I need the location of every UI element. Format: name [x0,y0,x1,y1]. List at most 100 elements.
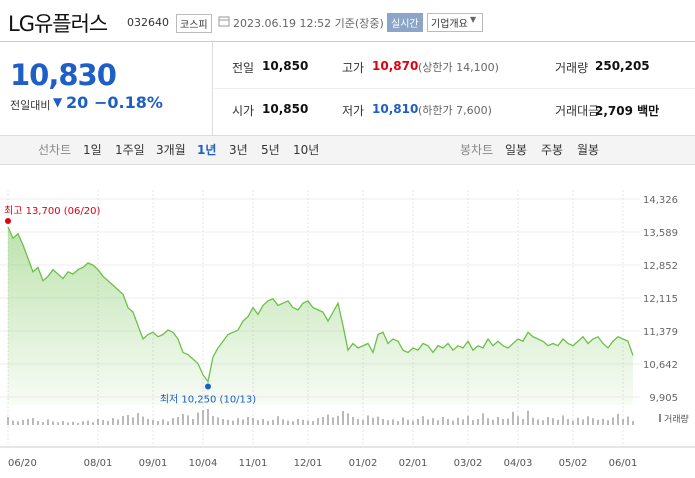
volume-bar [222,419,224,425]
volume-bar [217,417,219,425]
volume-bar [632,421,634,425]
volume-bar [127,415,129,425]
divider [0,41,695,42]
volume-bar [282,419,284,425]
high-label: 최고 13,700 (06/20) [4,205,100,217]
volume-bar [242,419,244,425]
y-tick-label: 12,852 [643,261,678,272]
volume-bar [32,418,34,425]
volume-bar [587,416,589,425]
volume-bar [272,419,274,425]
volume-bar [462,419,464,425]
timestamp: 2023.06.19 12:52 기준(장중) [233,17,384,30]
x-tick-label: 02/01 [399,458,428,469]
period-tab[interactable]: 3개월 [156,143,186,157]
candle-tab[interactable]: 일봉 [505,143,528,157]
volume-bar [232,420,234,425]
volume-bar [512,411,514,425]
volume-bar [287,420,289,425]
volume-bar [337,415,339,425]
volume-bar [447,419,449,425]
volume-bar [472,420,474,425]
volume-bar [212,416,214,425]
volume-bar [582,419,584,425]
volume-bar [552,418,554,425]
volume-bar [237,418,239,425]
volume-bar [67,422,69,425]
x-tick-label: 09/01 [139,458,168,469]
candle-tab[interactable]: 주봉 [541,143,564,157]
volume-bar [317,418,319,425]
volume-bar [52,421,54,425]
quote-value: 10,850 [262,102,309,116]
low-marker [205,383,211,390]
price-area [8,227,633,405]
x-tick-label: 12/01 [294,458,323,469]
volume-bar [527,410,529,425]
tab-label: 선차트 [38,143,72,157]
volume-bar [442,417,444,425]
volume-bar [252,417,254,425]
price-line [7,226,634,384]
change-rate: −0.18% [94,93,163,112]
overview-button[interactable]: 기업개요 [427,13,483,32]
volume-bar [37,421,39,425]
volume-bar [82,421,84,425]
volume-bar [202,410,204,425]
volume-bar [142,416,144,425]
period-tab[interactable]: 3년 [229,143,248,157]
volume-bar [392,419,394,425]
volume-bar [342,411,344,425]
change-label: 전일대비 [10,99,51,112]
volume-bar [507,418,509,425]
volume-bar [422,416,424,425]
volume-bar [417,419,419,425]
quote-label: 저가 [342,104,365,118]
period-tab[interactable]: 10년 [293,143,320,157]
quote-value: 2,709 백만 [595,104,660,118]
volume-bar [382,419,384,425]
quote-value: 10,810 [372,102,419,116]
down-arrow: ▼ [53,95,63,109]
candle-tab[interactable]: 월봉 [577,143,600,157]
volume-bar [172,418,174,425]
volume-bar [302,419,304,425]
volume-bar [397,421,399,425]
volume-bar [372,417,374,425]
volume-bar [137,413,139,425]
volume-bar [432,418,434,425]
volume-bar [152,420,154,425]
x-tick-label: 11/01 [239,458,268,469]
volume-bar [267,421,269,425]
period-tab[interactable]: 1년 [197,143,217,157]
volume-bar [247,417,249,425]
volume-legend-icon [659,414,661,422]
volume-bar [57,422,59,425]
market-badge: 코스피 [176,14,212,33]
volume-bar [352,417,354,425]
x-tick-label: 04/03 [504,458,533,469]
quote-note: (하한가 7,600) [418,104,492,117]
x-tick-label: 03/02 [454,458,483,469]
period-tab[interactable]: 1주일 [115,143,145,157]
volume-bar [367,415,369,425]
realtime-badge[interactable]: 실시간 [387,13,423,32]
volume-bar [167,421,169,425]
volume-bar [132,417,134,425]
volume-bar [147,419,149,425]
volume-bar [262,419,264,425]
volume-bar [357,419,359,425]
low-label: 최저 10,250 (10/13) [160,394,256,406]
x-tick-label: 01/02 [349,458,378,469]
y-tick-label: 12,115 [643,294,678,305]
volume-bar [192,419,194,425]
volume-bar [627,416,629,425]
volume-bar [22,420,24,425]
volume-bar [322,417,324,425]
period-tab[interactable]: 1일 [83,143,102,157]
current-price: 10,830 [10,58,117,92]
volume-bar [87,420,89,425]
period-tab[interactable]: 5년 [261,143,280,157]
